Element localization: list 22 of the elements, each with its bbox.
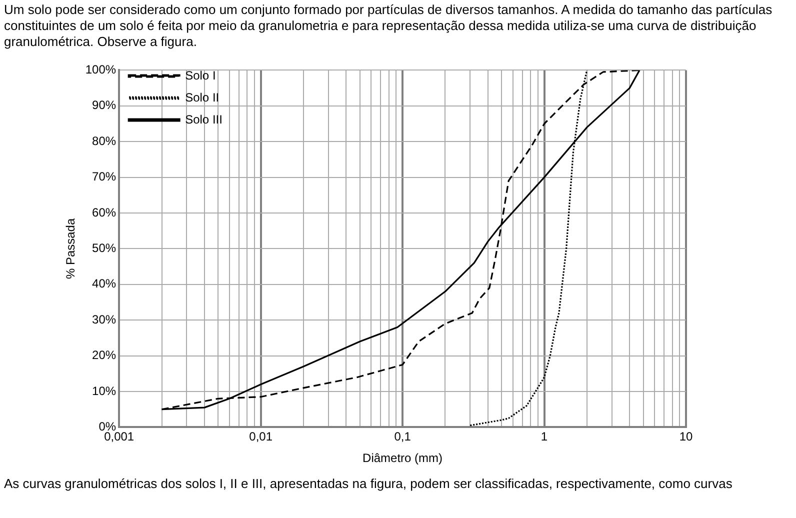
y-tick-label: 70% bbox=[92, 170, 116, 184]
y-tick-label: 90% bbox=[92, 98, 116, 112]
x-tick-label: 0,01 bbox=[249, 430, 273, 444]
legend-label: Solo II bbox=[185, 90, 220, 104]
y-axis-title: % Passada bbox=[64, 218, 78, 280]
text: As curvas granulométricas dos solos I, II e III, apresentadas na figura, podem ser classificadas, respectivamente, como curvas bbox=[4, 476, 734, 492]
text: Um solo pode ser considerado como um conjunto formado por partículas de diversos tamanhos. A medida do tamanho das partículas constituintes de um solo é feita por meio da granulometria e para representação dessa medida utiliza-se uma curva de distribuição granulométrica. Observe a figura. bbox=[4, 2, 774, 50]
x-tick-label: 0,1 bbox=[394, 430, 412, 444]
x-tick-label: 10 bbox=[679, 430, 693, 444]
y-tick-label: 50% bbox=[92, 241, 116, 256]
x-tick-label: 1 bbox=[540, 430, 548, 444]
legend-label: Solo III bbox=[185, 112, 222, 126]
y-tick-label: 60% bbox=[92, 205, 116, 220]
legend-label: Solo I bbox=[185, 68, 216, 82]
y-tick-label: 20% bbox=[92, 348, 116, 362]
y-tick-label: 30% bbox=[92, 312, 116, 326]
y-tick-label: 100% bbox=[85, 62, 116, 77]
y-tick-label: 80% bbox=[92, 134, 116, 148]
y-tick-label: 40% bbox=[92, 276, 116, 291]
x-tick-label: 0,001 bbox=[104, 430, 134, 444]
x-axis-title: Diâmetro (mm) bbox=[362, 451, 443, 466]
y-tick-label: 10% bbox=[92, 384, 116, 398]
